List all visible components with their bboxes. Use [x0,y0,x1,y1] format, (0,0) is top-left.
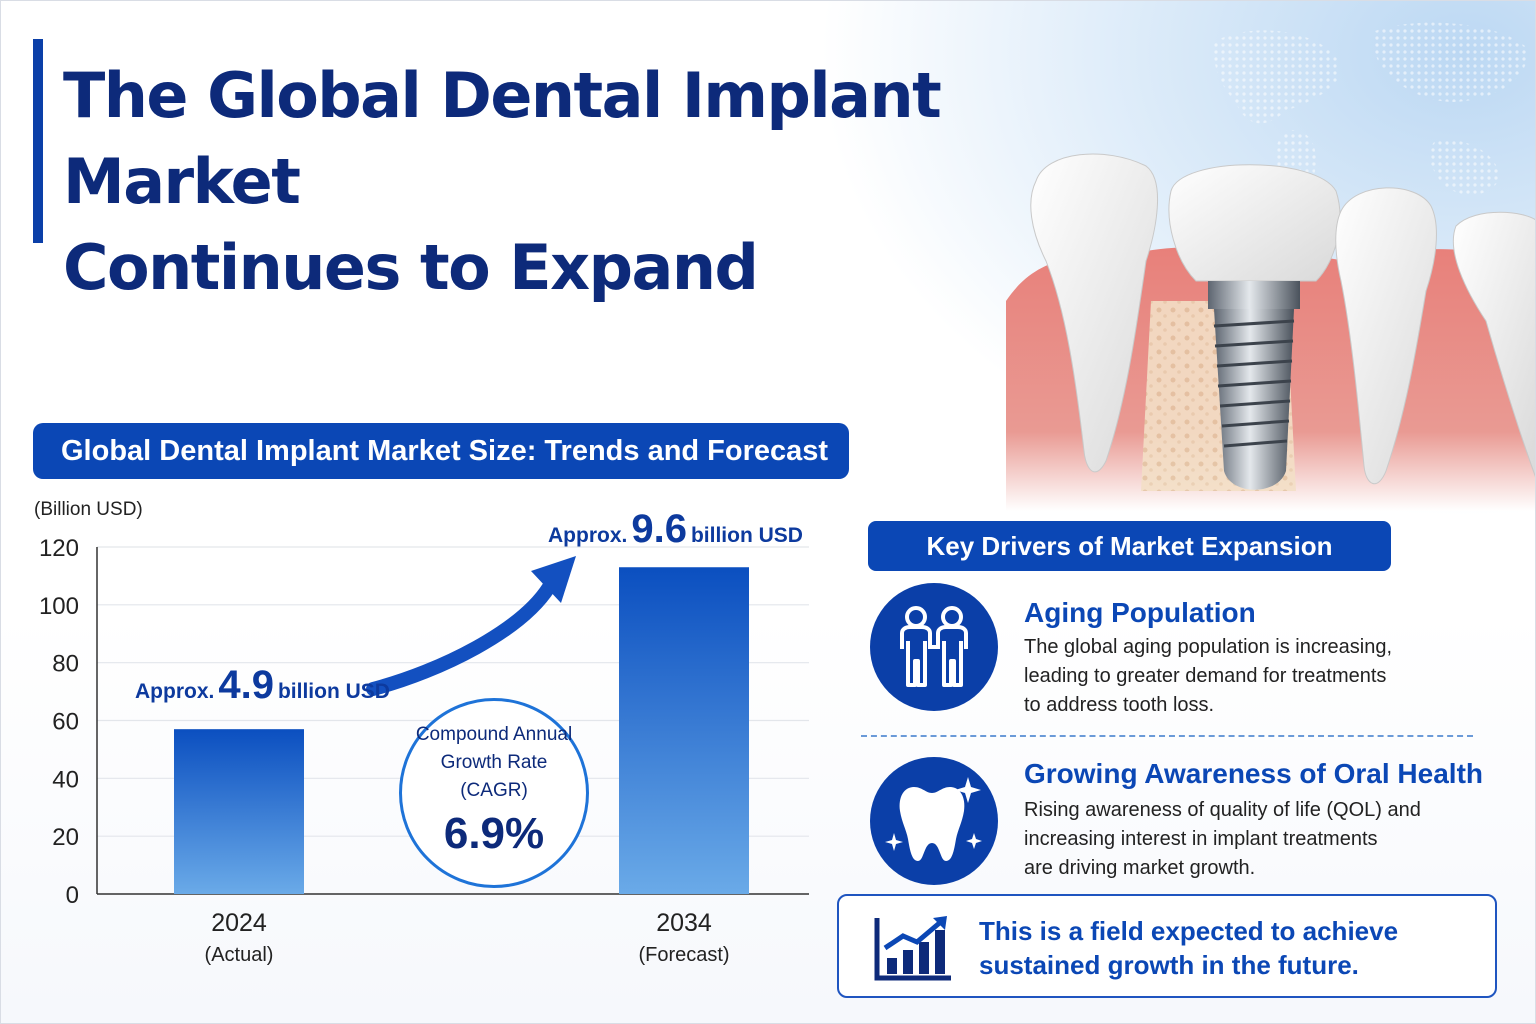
driver-2-desc-line-2: increasing interest in implant treatment… [1024,828,1378,850]
market-size-bar-chart: 0 20 40 60 80 100 120 2024 (Actual) 2034 (Forecast… [39,535,809,966]
outlook-text-line-2: sustained growth in the future. [979,950,1359,980]
y-tick-label-20: 20 [52,824,79,851]
cagr-label-line-1: Compound Annual [415,724,573,745]
cagr-label-line-3: (CAGR) [460,780,528,801]
cagr-label: Compound Annual Growth Rate (CAGR) [402,721,586,805]
dental-implant-illustration [1006,153,1535,511]
y-tick-label-80: 80 [52,651,79,678]
x-tick-label-2024: 2024 [211,909,267,937]
growth-chart-icon [874,916,951,981]
y-tick-label-40: 40 [52,766,79,793]
driver-2-desc-line-3: are driving market growth. [1024,857,1256,879]
title-accent-bar [33,39,43,243]
driver-1-desc-line-3: to address tooth loss. [1024,694,1215,716]
chart-title-banner: Global Dental Implant Market Size: Trend… [33,423,849,479]
annotation-2034-value: 9.6 [631,507,687,551]
cagr-value: 6.9% [443,809,545,858]
y-axis-unit-label: (Billion USD) [34,499,143,520]
driver-1-desc-line-2: leading to greater demand for treatments [1024,665,1387,687]
x-tick-label-2034: 2034 [656,909,712,937]
annotation-2024-suffix: billion USD [277,680,390,703]
y-tick-label-60: 60 [52,709,79,736]
annotation-2034-prefix: Approx. [548,524,628,547]
cagr-label-line-2: Growth Rate [440,752,548,773]
outlook-callout: This is a field expected to achieve sust… [837,894,1497,998]
driver-1-title: Aging Population [1024,597,1256,628]
bar-2034 [619,567,749,894]
outlook-text-line-1: This is a field expected to achieve [979,916,1399,946]
y-tick-label-120: 120 [39,535,79,562]
drivers-banner: Key Drivers of Market Expansion [868,521,1391,571]
annotation-2024: Approx. 4.9 billion USD [135,663,390,708]
outlook-text: This is a field expected to achieve sust… [979,914,1479,982]
y-tick-label-0: 0 [66,882,79,909]
title-line-2: Continues to Expand [63,231,759,304]
annotation-2024-prefix: Approx. [135,680,215,703]
growth-arrow [366,580,556,696]
annotation-2024-value: 4.9 [218,663,274,707]
y-tick-label-100: 100 [39,593,79,620]
x-tick-sublabel-2024: (Actual) [205,944,274,966]
driver-2-title: Growing Awareness of Oral Health [1024,758,1484,789]
cagr-badge: Compound Annual Growth Rate (CAGR) 6.9% [399,698,589,888]
x-tick-sublabel-2034: (Forecast) [638,944,729,966]
driver-1-desc-line-1: The global aging population is increasin… [1024,636,1393,658]
people-icon [870,583,998,711]
driver-1-description: The global aging population is increasin… [1024,633,1454,720]
drivers-divider [861,735,1473,737]
title-line-1: The Global Dental Implant Market [63,59,942,218]
growth-arrow-head [531,556,576,603]
annotation-2034: Approx. 9.6 billion USD [548,507,803,552]
page-title: The Global Dental Implant Market Continu… [63,53,1183,311]
tooth-sparkle-icon [870,757,998,885]
driver-2-desc-line-1: Rising awareness of quality of life (QOL… [1024,799,1421,821]
annotation-2034-suffix: billion USD [690,524,803,547]
driver-2-description: Rising awareness of quality of life (QOL… [1024,796,1454,883]
bar-2024 [174,729,304,894]
